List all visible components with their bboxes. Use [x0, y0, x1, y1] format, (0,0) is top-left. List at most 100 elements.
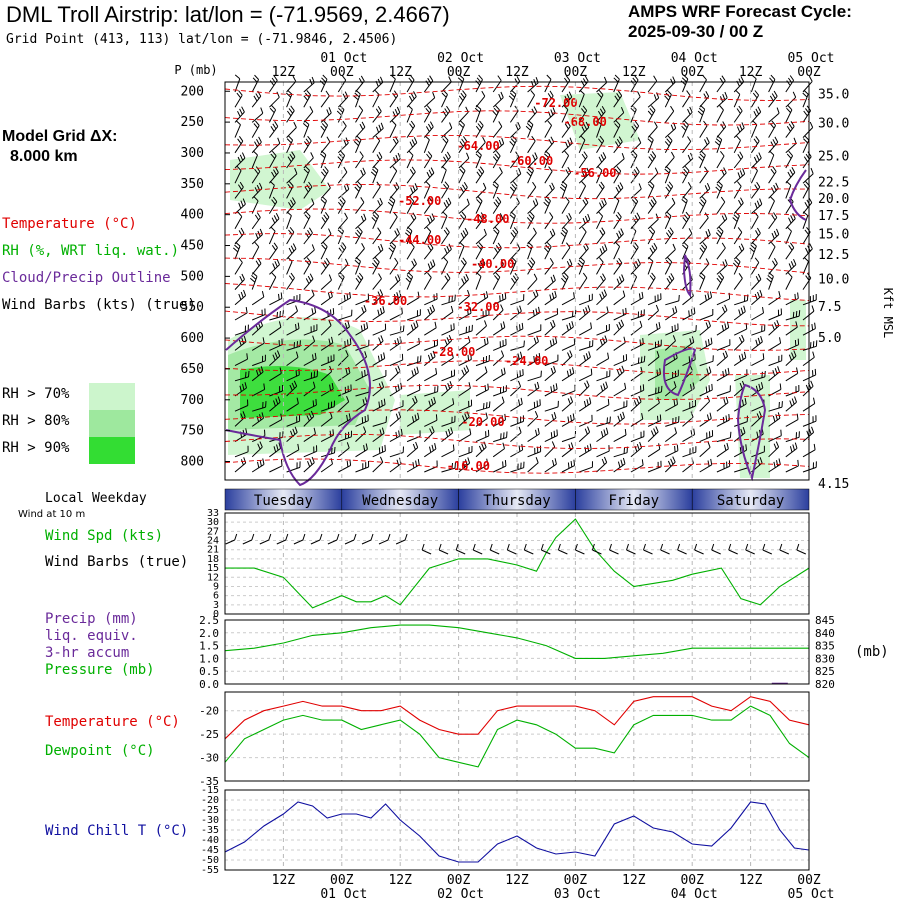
wind-barb	[441, 151, 451, 169]
wind-barb	[423, 196, 433, 214]
wind-barb	[320, 411, 333, 427]
wind-barb	[509, 211, 516, 229]
wind-barb	[716, 272, 725, 290]
wind-barb	[630, 242, 639, 260]
wind-barb	[544, 319, 556, 336]
wind-barb	[320, 90, 330, 108]
pressure-tick-label: 300	[181, 146, 204, 161]
wind-barb	[389, 257, 399, 275]
wind-barb	[286, 368, 300, 382]
wind-barb	[303, 324, 318, 336]
wind-barb	[492, 105, 500, 123]
wind-barb	[389, 166, 398, 184]
wind-barb	[355, 339, 370, 351]
wind-barb	[613, 166, 622, 184]
wind-barb	[716, 414, 730, 427]
wind-barb	[733, 227, 743, 245]
temperature-label: Temperature (°C)	[45, 714, 180, 730]
wind-barb	[355, 197, 365, 214]
pressure-tick-label: 800	[181, 454, 204, 469]
bottom-time-tick-label: 12Z	[622, 873, 646, 888]
wind-barb	[647, 105, 656, 123]
wind-barb	[492, 121, 503, 138]
wind-barb	[802, 272, 812, 290]
wind-barb	[578, 121, 590, 138]
isotherm-line	[224, 335, 810, 351]
wind-barb	[406, 258, 417, 275]
wind-barb	[768, 166, 777, 184]
wind-barb	[475, 166, 485, 184]
wind-barb	[458, 399, 473, 412]
top-date-label: 05 Oct	[788, 51, 835, 66]
wind-barb	[338, 459, 352, 473]
wind-barb	[578, 197, 589, 214]
wind-barb	[475, 354, 490, 367]
wind-barb	[596, 273, 606, 290]
legend-cloud: Cloud/Precip Outline	[2, 270, 171, 286]
wind-barb	[320, 196, 327, 214]
wind-barb	[286, 226, 295, 245]
isotherm-line	[224, 208, 810, 224]
wind-barb	[613, 182, 624, 199]
wind-barb	[544, 441, 556, 458]
wind-barb	[337, 349, 349, 366]
wind-barb	[492, 460, 507, 473]
wind-barb	[406, 355, 422, 367]
wind-barb	[424, 396, 436, 412]
wind-barb	[458, 445, 473, 458]
wind-barb	[458, 165, 466, 184]
wind-barb	[561, 442, 574, 458]
wind-barb	[630, 91, 641, 108]
wind-barb	[268, 75, 278, 93]
wind-barb	[527, 428, 540, 443]
precip-accum-label: 3-hr accum	[45, 645, 130, 661]
wind-barb	[613, 120, 621, 138]
wind-barb	[665, 369, 679, 382]
wind-barb	[544, 290, 557, 306]
wind-barb	[268, 242, 278, 260]
wind-barb	[303, 352, 317, 367]
wind-barb	[544, 308, 559, 321]
wind-barb	[664, 76, 676, 93]
wind-barb	[716, 321, 730, 336]
wind-barb	[596, 456, 608, 473]
wind-barb	[802, 257, 809, 275]
wind-barb	[286, 397, 299, 412]
kft-tick-label: 15.0	[818, 227, 849, 242]
wind-barb	[303, 456, 315, 473]
wind-barb	[613, 382, 627, 397]
wind-barb	[268, 196, 278, 214]
wind-barb	[802, 197, 813, 214]
wind-barb	[475, 337, 489, 351]
wind-barb	[475, 150, 482, 169]
wind-barb	[320, 383, 334, 397]
wind-barb	[527, 381, 540, 397]
isotherm-line	[224, 85, 810, 101]
wind-barb	[509, 227, 519, 245]
wind-barb	[768, 366, 780, 382]
surface-wind-barb	[745, 543, 755, 555]
isotherm-line	[224, 233, 810, 249]
wind-barb	[768, 90, 778, 108]
wind-barb	[303, 445, 318, 458]
wind-barb	[493, 385, 507, 397]
wind-barb	[630, 183, 642, 199]
wind-barb	[716, 105, 724, 123]
wind-barb	[286, 181, 294, 199]
wind-barb	[423, 259, 436, 275]
wind-barb	[680, 74, 689, 93]
wind-barb	[785, 137, 797, 154]
wind-barb	[234, 74, 241, 93]
wind-barb	[510, 294, 525, 306]
wind-barb	[423, 135, 430, 153]
wind-barb	[596, 289, 607, 306]
wind-barb	[354, 256, 361, 275]
wind-barb	[355, 272, 364, 290]
pressure-tick-label: 650	[181, 362, 204, 377]
wind-barb	[492, 196, 502, 214]
wind-barb	[749, 241, 757, 260]
wind-barb	[458, 227, 469, 245]
wind-barb	[406, 412, 420, 427]
wind-barb	[458, 365, 470, 382]
wind-barb	[802, 89, 809, 108]
